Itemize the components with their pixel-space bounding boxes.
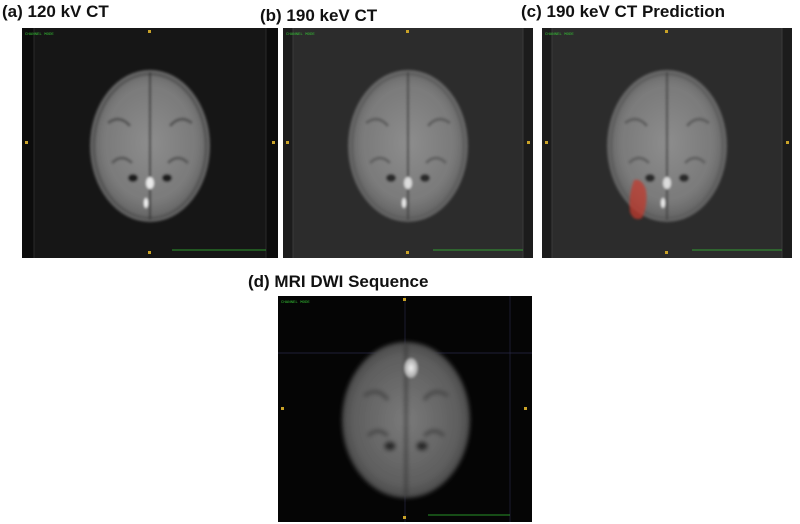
- orientation-marker: [786, 141, 789, 144]
- orientation-marker: [286, 141, 289, 144]
- ct-scan-190kev: CHANNEL MODE: [283, 28, 533, 258]
- ct-scan-prediction: CHANNEL MODE: [542, 28, 792, 258]
- panel-c-title: (c) 190 keV CT Prediction: [521, 2, 726, 21]
- orientation-marker: [25, 141, 28, 144]
- orientation-marker: [148, 30, 151, 33]
- orientation-marker: [527, 141, 530, 144]
- orientation-marker: [665, 30, 668, 33]
- overlay-text: CHANNEL MODE: [281, 301, 310, 305]
- overlay-text: CHANNEL MODE: [25, 33, 54, 37]
- orientation-marker: [406, 251, 409, 254]
- orientation-marker: [665, 251, 668, 254]
- mri-dwi-scan: CHANNEL MODE: [278, 296, 532, 522]
- panel-d-title: (d) MRI DWI Sequence: [248, 272, 429, 291]
- orientation-marker: [403, 298, 406, 301]
- orientation-marker: [524, 407, 527, 410]
- brain-slice: [348, 70, 468, 222]
- orientation-marker: [403, 516, 406, 519]
- panel-b-title: (b) 190 keV CT: [260, 6, 378, 25]
- orientation-marker: [148, 251, 151, 254]
- ct-scan-120kv: CHANNEL MODE: [22, 28, 278, 258]
- brain-slice: [90, 70, 210, 222]
- orientation-marker: [272, 141, 275, 144]
- orientation-marker: [406, 30, 409, 33]
- dwi-lesion: [404, 358, 418, 378]
- panel-a-title: (a) 120 kV CT: [2, 2, 109, 21]
- orientation-marker: [281, 407, 284, 410]
- prediction-overlay: [629, 179, 647, 220]
- overlay-text: CHANNEL MODE: [545, 33, 574, 37]
- orientation-marker: [545, 141, 548, 144]
- overlay-text: CHANNEL MODE: [286, 33, 315, 37]
- brain-slice: [607, 70, 727, 222]
